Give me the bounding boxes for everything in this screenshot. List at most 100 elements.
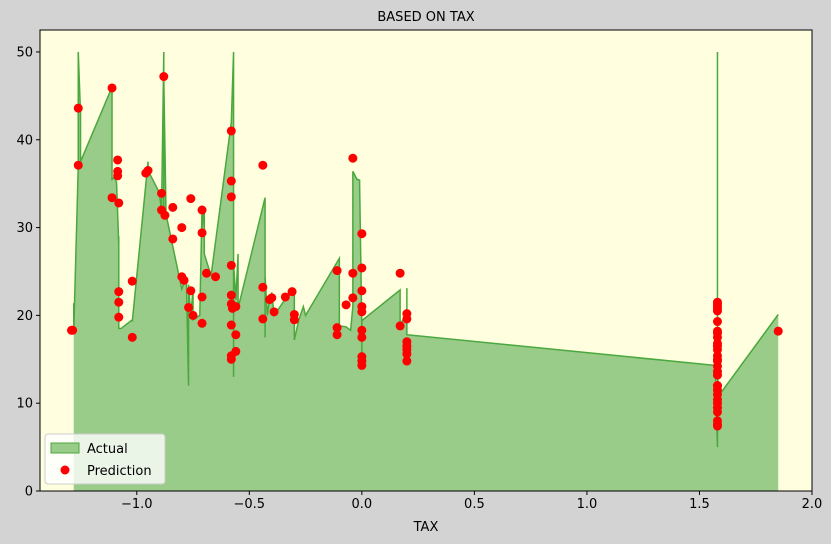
chart-title: BASED ON TAX bbox=[377, 10, 474, 25]
prediction-point bbox=[113, 171, 123, 181]
y-tick-label: 50 bbox=[16, 45, 33, 60]
prediction-point bbox=[177, 223, 187, 233]
legend: Actual Prediction bbox=[44, 433, 166, 485]
y-tick-label: 40 bbox=[16, 133, 33, 148]
prediction-point bbox=[712, 370, 722, 380]
legend-label-prediction: Prediction bbox=[87, 464, 152, 479]
prediction-point bbox=[226, 260, 236, 270]
prediction-point bbox=[287, 287, 297, 297]
prediction-scatter-series bbox=[67, 72, 783, 431]
prediction-point bbox=[226, 192, 236, 202]
prediction-point bbox=[143, 165, 153, 175]
prediction-point bbox=[258, 282, 268, 292]
prediction-point bbox=[113, 155, 123, 165]
prediction-point bbox=[773, 326, 783, 336]
plot-frame bbox=[39, 29, 813, 492]
prediction-point bbox=[280, 292, 290, 302]
y-tick-label: 10 bbox=[16, 397, 33, 412]
prediction-point bbox=[186, 286, 196, 296]
prediction-point bbox=[348, 268, 358, 278]
prediction-point bbox=[712, 341, 722, 351]
prediction-point bbox=[114, 198, 124, 208]
x-axis: −1.0 −0.5 0.0 0.5 1.0 1.5 2.0 bbox=[121, 491, 822, 512]
prediction-point bbox=[357, 229, 367, 239]
prediction-point bbox=[168, 202, 178, 212]
prediction-point bbox=[114, 312, 124, 322]
prediction-point bbox=[267, 293, 277, 303]
prediction-point bbox=[179, 275, 189, 285]
prediction-point bbox=[127, 276, 137, 286]
prediction-point bbox=[226, 176, 236, 186]
prediction-point bbox=[258, 160, 268, 170]
x-tick-label: 1.5 bbox=[689, 497, 710, 512]
prediction-point bbox=[184, 302, 194, 312]
prediction-point bbox=[114, 297, 124, 307]
prediction-point bbox=[395, 321, 405, 331]
x-tick-label: 2.0 bbox=[802, 497, 823, 512]
prediction-point bbox=[226, 126, 236, 136]
prediction-point bbox=[348, 293, 358, 303]
prediction-point bbox=[168, 234, 178, 244]
prediction-point bbox=[395, 268, 405, 278]
legend-label-actual: Actual bbox=[87, 442, 128, 457]
prediction-point bbox=[226, 354, 236, 364]
prediction-point bbox=[712, 421, 722, 431]
prediction-point bbox=[357, 263, 367, 273]
y-tick-label: 0 bbox=[25, 485, 33, 500]
x-tick-label: 1.0 bbox=[577, 497, 598, 512]
prediction-point bbox=[258, 314, 268, 324]
prediction-point bbox=[348, 153, 358, 163]
prediction-point bbox=[712, 381, 722, 391]
prediction-point bbox=[289, 315, 299, 325]
prediction-point bbox=[712, 328, 722, 338]
prediction-point bbox=[211, 272, 221, 282]
prediction-point bbox=[186, 194, 196, 204]
prediction-point bbox=[231, 302, 241, 312]
prediction-point bbox=[712, 304, 722, 314]
prediction-point bbox=[231, 330, 241, 340]
prediction-point bbox=[159, 72, 169, 82]
prediction-point bbox=[341, 300, 351, 310]
prediction-point bbox=[231, 346, 241, 356]
prediction-point bbox=[226, 290, 236, 300]
y-axis: 0 10 20 30 40 50 bbox=[16, 45, 40, 500]
prediction-point bbox=[73, 103, 83, 113]
prediction-point bbox=[197, 228, 207, 238]
prediction-point bbox=[197, 292, 207, 302]
prediction-point bbox=[357, 286, 367, 296]
prediction-point bbox=[402, 314, 412, 324]
x-tick-label: 0.0 bbox=[352, 497, 373, 512]
prediction-point bbox=[332, 330, 342, 340]
prediction-point bbox=[402, 345, 412, 355]
prediction-point bbox=[712, 317, 722, 327]
x-tick-label: −1.0 bbox=[121, 497, 153, 512]
y-tick-label: 20 bbox=[16, 309, 33, 324]
legend-swatch-actual bbox=[50, 442, 80, 454]
prediction-point bbox=[226, 320, 236, 330]
prediction-point bbox=[197, 205, 207, 215]
prediction-point bbox=[269, 307, 279, 317]
x-tick-label: −0.5 bbox=[234, 497, 266, 512]
prediction-point bbox=[712, 354, 722, 364]
prediction-point bbox=[402, 356, 412, 366]
prediction-point bbox=[332, 266, 342, 276]
prediction-point bbox=[332, 323, 342, 333]
prediction-point bbox=[357, 360, 367, 370]
x-axis-label: TAX bbox=[413, 520, 439, 535]
prediction-point bbox=[68, 325, 78, 335]
prediction-point bbox=[73, 160, 83, 170]
actual-area-fill bbox=[73, 51, 779, 491]
prediction-point bbox=[160, 210, 170, 220]
prediction-point bbox=[197, 318, 207, 328]
prediction-point bbox=[357, 325, 367, 335]
prediction-point bbox=[202, 268, 212, 278]
prediction-point bbox=[357, 332, 367, 342]
legend-swatch-prediction bbox=[60, 465, 70, 475]
prediction-point bbox=[107, 193, 117, 203]
y-tick-label: 30 bbox=[16, 221, 33, 236]
prediction-point bbox=[357, 307, 367, 317]
prediction-point bbox=[188, 310, 198, 320]
prediction-point bbox=[114, 287, 124, 297]
x-tick-label: 0.5 bbox=[464, 497, 485, 512]
prediction-point bbox=[712, 398, 722, 408]
